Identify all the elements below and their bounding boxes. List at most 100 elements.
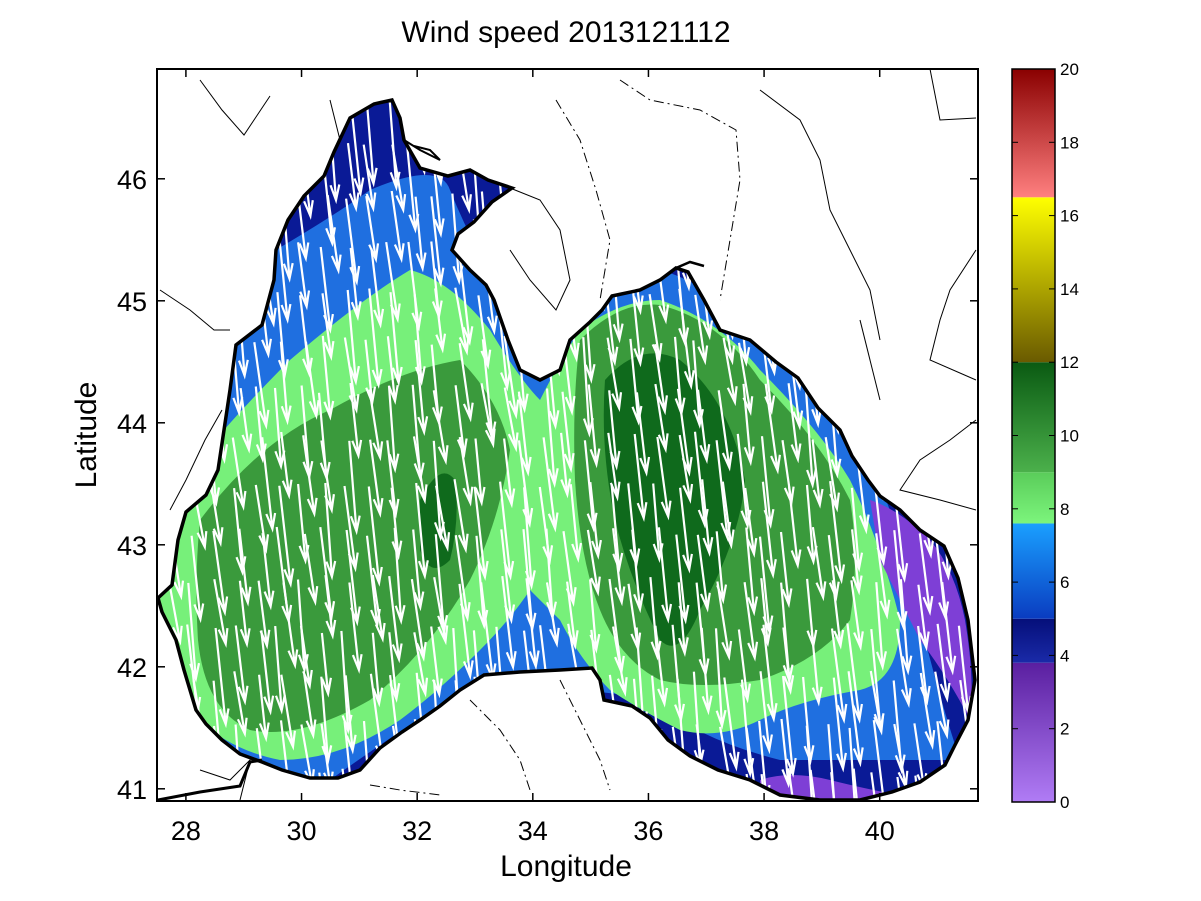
- y-tick-label: 42: [117, 653, 147, 683]
- wind-arrow: [282, 582, 299, 670]
- wind-arrow: [346, 142, 360, 213]
- wind-arrow: [811, 439, 824, 509]
- wind-arrow: [430, 196, 445, 288]
- wind-arrow: [214, 627, 230, 729]
- wind-arrow: [458, 436, 474, 507]
- wind-arrow: [458, 583, 474, 681]
- wind-arrow: [631, 288, 645, 368]
- wind-arrow: [254, 386, 267, 464]
- wind-arrow: [870, 772, 886, 800]
- plot-frame: [156, 68, 979, 802]
- wind-arrow: [782, 675, 797, 778]
- wind-arrow: [501, 575, 517, 671]
- wind-arrow: [278, 485, 295, 589]
- kerch-strait: [675, 260, 705, 270]
- wind-arrow: [367, 486, 383, 587]
- wind-arrow: [371, 574, 386, 643]
- colorbar-band: [1012, 618, 1055, 663]
- wind-arrow: [629, 338, 643, 426]
- colorbar-band: [1012, 523, 1055, 619]
- wind-arrow: [362, 144, 377, 213]
- wind-arrow: [393, 527, 406, 625]
- y-tick-label: 43: [117, 531, 147, 561]
- wind-arrow: [764, 383, 781, 475]
- wind-arrow: [389, 292, 403, 387]
- land-isoline: [929, 249, 977, 381]
- wind-arrow: [811, 526, 827, 602]
- wind-arrow: [231, 437, 247, 511]
- wind-arrow: [326, 194, 342, 275]
- wind-arrow: [390, 487, 403, 561]
- x-tick-label: 38: [749, 816, 779, 846]
- wind-arrow: [410, 578, 427, 662]
- wind-arrow: [545, 582, 560, 648]
- x-axis-label: Longitude: [500, 850, 632, 883]
- wind-arrow: [787, 768, 802, 800]
- wind-arrow: [368, 288, 383, 389]
- wind-arrow: [696, 534, 711, 613]
- x-axis-ticks: 28 30 32 34 36 38 40: [171, 69, 895, 846]
- colorbar-tick-label: 20: [1060, 60, 1079, 79]
- wind-arrow: [583, 440, 598, 533]
- colorbar-band: [1012, 472, 1055, 524]
- wind-arrow: [473, 486, 489, 581]
- land-isoline: [169, 409, 223, 511]
- y-tick-label: 44: [117, 409, 147, 439]
- wind-arrow: [385, 241, 401, 324]
- colorbar-tick-label: 14: [1060, 280, 1079, 299]
- wind-arrow: [238, 528, 252, 607]
- wind-arrow: [453, 479, 469, 554]
- wind-arrow: [480, 383, 496, 449]
- wind-arrow: [678, 434, 694, 504]
- wind-arrow: [238, 580, 251, 649]
- wind-arrow: [391, 144, 407, 214]
- wind-arrow: [239, 387, 253, 454]
- wind-arrow: [919, 672, 936, 750]
- wind-arrow: [649, 577, 662, 661]
- wind-arrow: [542, 437, 559, 533]
- wind-arrow: [848, 727, 861, 800]
- wind-arrow: [917, 584, 930, 652]
- colorbar-tick-label: 0: [1060, 793, 1069, 812]
- colorbar: 0 2 4 6 8 10 12 14 16 18 20: [1011, 60, 1079, 812]
- wind-arrow: [761, 481, 777, 579]
- wind-arrow: [297, 242, 311, 311]
- wind-arrow: [432, 390, 449, 466]
- wind-arrow: [829, 480, 846, 585]
- wind-arrow: [274, 626, 286, 715]
- wind-arrow: [209, 481, 224, 548]
- wind-arrow: [212, 530, 229, 617]
- colorbar-bands: [1012, 69, 1055, 802]
- land-isoline: [899, 419, 977, 511]
- land-isoline: [159, 289, 230, 331]
- wind-arrow: [846, 623, 863, 724]
- wind-arrow: [213, 579, 229, 648]
- wind-arrow: [253, 342, 270, 430]
- wind-arrow: [941, 581, 957, 676]
- wind-arrow: [454, 287, 470, 356]
- band-purple-south: [760, 775, 900, 800]
- colorbar-tick-label: 18: [1060, 133, 1079, 152]
- wind-arrow: [320, 632, 332, 698]
- wind-arrow: [369, 439, 384, 518]
- colorbar-band: [1012, 662, 1055, 802]
- wind-arrow: [349, 382, 363, 460]
- wind-arrow: [435, 485, 451, 553]
- wind-arrow: [261, 532, 275, 611]
- wind-arrow: [722, 337, 738, 407]
- wind-arrow: [610, 483, 624, 573]
- wind-arrow: [280, 674, 296, 751]
- land-isoline: [759, 89, 881, 341]
- colorbar-ticks: 0 2 4 6 8 10 12 14 16 18 20: [1012, 60, 1079, 812]
- wind-arrow: [654, 344, 668, 416]
- wind-arrow: [321, 293, 335, 361]
- wind-arrow: [744, 487, 758, 558]
- wind-arrow: [434, 288, 447, 354]
- wind-arrow: [654, 383, 669, 454]
- wind-arrow: [743, 582, 759, 662]
- wind-arrow: [830, 772, 845, 800]
- wind-arrow: [586, 529, 601, 597]
- land-isoline: [199, 758, 251, 801]
- wind-arrow: [830, 628, 848, 724]
- wind-arrow: [324, 574, 337, 640]
